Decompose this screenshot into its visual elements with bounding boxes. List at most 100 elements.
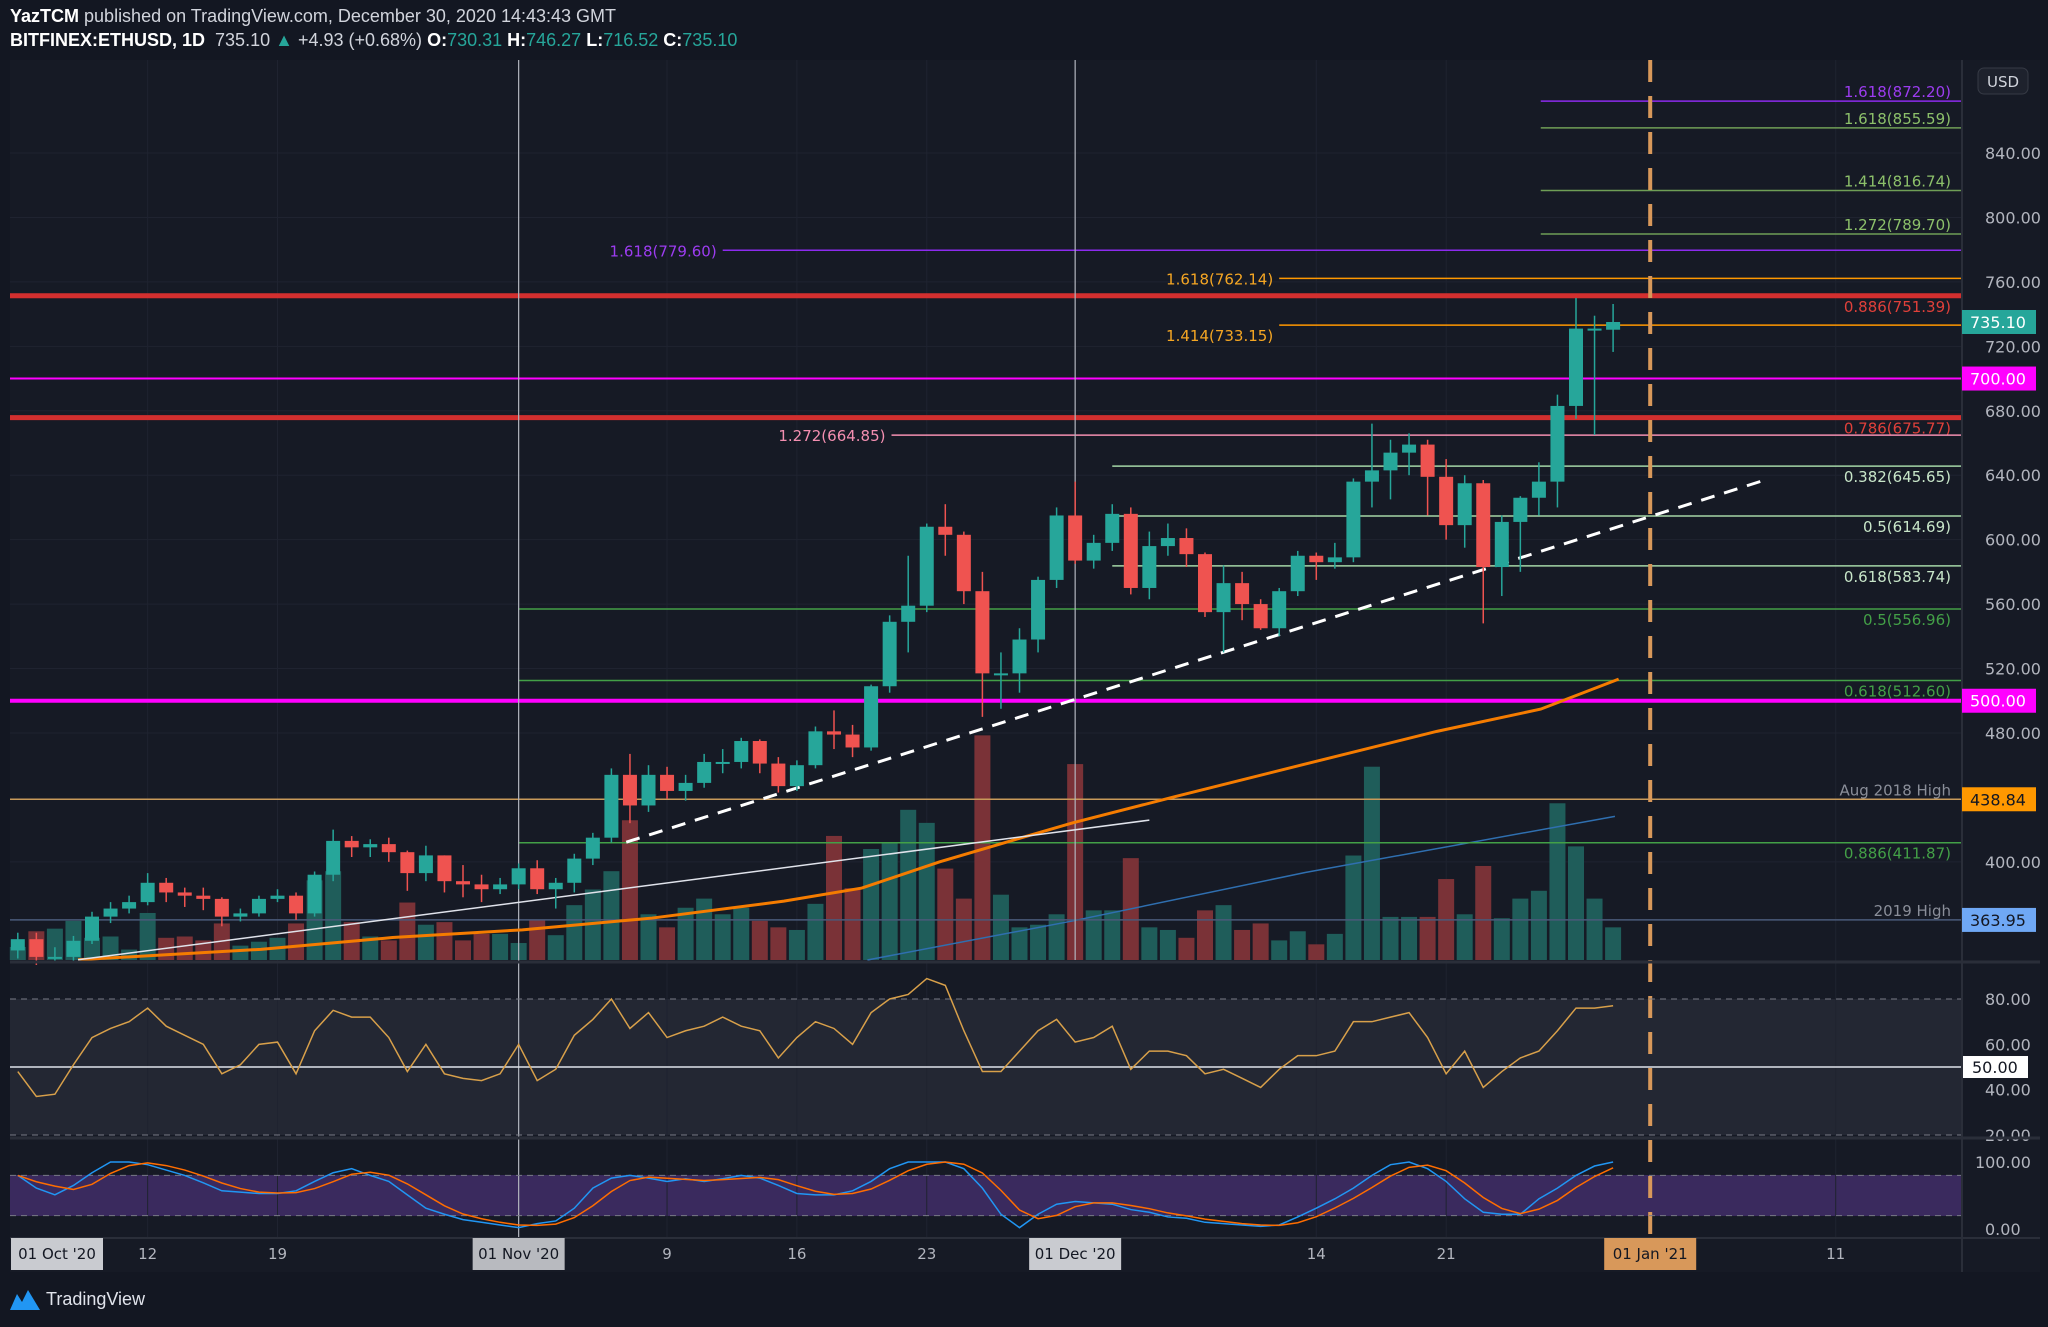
level-label: 1.414(816.74) bbox=[1844, 172, 1951, 190]
ohlc-legend: BITFINEX:ETHUSD, 1D 735.10 ▲ +4.93 (+0.6… bbox=[10, 28, 737, 52]
candle-body bbox=[1402, 444, 1417, 453]
author-name[interactable]: YazTCM bbox=[10, 6, 80, 26]
volume-ma-line bbox=[867, 815, 1616, 961]
candle-body bbox=[1587, 328, 1602, 331]
level-label: 1.618(872.20) bbox=[1844, 83, 1951, 101]
volume-bar bbox=[1030, 924, 1047, 960]
level-label: 0.886(411.87) bbox=[1844, 845, 1951, 863]
symbol-label[interactable]: BITFINEX:ETHUSD, 1D bbox=[10, 30, 206, 50]
open-label: O: bbox=[427, 30, 448, 50]
volume-bar bbox=[807, 903, 824, 960]
rsi-tick: 80.00 bbox=[1985, 990, 2031, 1009]
volume-bar bbox=[1401, 916, 1418, 960]
volume-bar bbox=[547, 935, 564, 960]
candle-body bbox=[901, 605, 916, 622]
candle-body bbox=[10, 939, 25, 951]
level-label: 0.5(556.96) bbox=[1863, 611, 1951, 629]
candle-body bbox=[1068, 515, 1083, 561]
candle-body bbox=[493, 884, 508, 890]
price-tick: 760.00 bbox=[1985, 273, 2041, 292]
candle-body bbox=[159, 882, 174, 893]
level-label: 0.886(751.39) bbox=[1844, 298, 1951, 316]
price-tag-label: 500.00 bbox=[1970, 692, 2026, 711]
level-label: 1.618(855.59) bbox=[1844, 110, 1951, 128]
candle-body bbox=[1420, 444, 1435, 477]
candle-body bbox=[530, 868, 545, 890]
volume-bar bbox=[1159, 929, 1176, 960]
candle-body bbox=[1198, 554, 1212, 613]
volume-bar bbox=[1419, 916, 1436, 960]
trend-lines bbox=[77, 60, 1764, 1238]
volume-bar bbox=[788, 929, 805, 960]
time-tick: 11 bbox=[1826, 1245, 1845, 1263]
candle-body bbox=[993, 673, 1008, 676]
price-tick: 840.00 bbox=[1985, 144, 2041, 163]
level-label: 1.272(664.85) bbox=[778, 427, 885, 445]
brand-name: TradingView bbox=[46, 1288, 146, 1309]
candle-body bbox=[715, 761, 730, 764]
volume-bar bbox=[1475, 865, 1492, 960]
volume-bar bbox=[492, 933, 509, 960]
rsi-tick: 60.00 bbox=[1985, 1035, 2031, 1054]
time-tick: 21 bbox=[1437, 1245, 1456, 1263]
time-tick: 14 bbox=[1307, 1245, 1326, 1263]
time-tag-label: 01 Dec '20 bbox=[1035, 1245, 1116, 1263]
candle-body bbox=[641, 774, 656, 806]
level-label: 0.5(614.69) bbox=[1863, 518, 1951, 536]
candle-body bbox=[1253, 604, 1268, 629]
candle-body bbox=[47, 956, 62, 959]
price-tag bbox=[1962, 787, 2036, 812]
price-tick: 560.00 bbox=[1985, 595, 2041, 614]
candle-body bbox=[1105, 513, 1120, 543]
currency-button[interactable]: USD bbox=[1977, 67, 2029, 95]
low-value: 716.52 bbox=[603, 30, 659, 50]
trendline-dashed bbox=[625, 479, 1764, 844]
stoch-d-line bbox=[17, 1161, 1614, 1227]
volume-bar bbox=[1605, 927, 1622, 960]
publish-info: published on TradingView.com, December 3… bbox=[84, 6, 617, 26]
candle-body bbox=[289, 895, 304, 914]
time-tag bbox=[472, 1238, 565, 1270]
volume-bar bbox=[1382, 916, 1399, 960]
candle-body bbox=[808, 731, 823, 766]
volume-bar bbox=[1308, 944, 1325, 960]
price-axis[interactable]: 840.00 800.00 760.00 720.00 680.00 640.00 600.… bbox=[1962, 144, 2041, 932]
volume-bar bbox=[1289, 931, 1306, 960]
candle-body bbox=[789, 765, 804, 787]
volume-bar bbox=[1363, 766, 1380, 960]
price-tick: 520.00 bbox=[1985, 660, 2041, 679]
volume-bar bbox=[1530, 890, 1547, 960]
time-axis[interactable]: 01 Oct '20 12 19 01 Nov '20 9 16 23 01 Dec '20 1… bbox=[11, 1238, 1845, 1270]
price-tag bbox=[1962, 907, 2036, 932]
candle-body bbox=[363, 844, 378, 848]
time-tick: 16 bbox=[787, 1245, 806, 1263]
candle-body bbox=[1290, 555, 1305, 592]
candles bbox=[10, 297, 1621, 965]
candle-body bbox=[1012, 639, 1027, 674]
candle-body bbox=[251, 898, 266, 914]
volume-bar bbox=[529, 919, 546, 960]
candle-body bbox=[697, 761, 712, 783]
high-value: 746.27 bbox=[526, 30, 582, 50]
price-tick: 600.00 bbox=[1985, 531, 2041, 550]
candle-body bbox=[1235, 583, 1250, 605]
candle-body bbox=[214, 898, 229, 917]
volume-bar bbox=[900, 809, 917, 960]
tradingview-logo[interactable]: TradingView bbox=[10, 1288, 145, 1310]
candle-body bbox=[474, 884, 489, 890]
volume-bar bbox=[1586, 898, 1603, 960]
volume-bar bbox=[770, 927, 787, 960]
volume-bar bbox=[1178, 937, 1195, 960]
level-label: Aug 2018 High bbox=[1840, 781, 1951, 799]
candle-body bbox=[1383, 452, 1398, 471]
volume-bar bbox=[640, 914, 657, 960]
candle-body bbox=[827, 731, 841, 735]
candle-body bbox=[1494, 521, 1509, 568]
level-label: 1.414(733.15) bbox=[1166, 327, 1273, 345]
volume-bar bbox=[232, 945, 249, 960]
volume-bar bbox=[380, 940, 397, 960]
candle-body bbox=[381, 844, 396, 853]
candle-body bbox=[400, 852, 415, 874]
volume-bar bbox=[417, 924, 434, 960]
